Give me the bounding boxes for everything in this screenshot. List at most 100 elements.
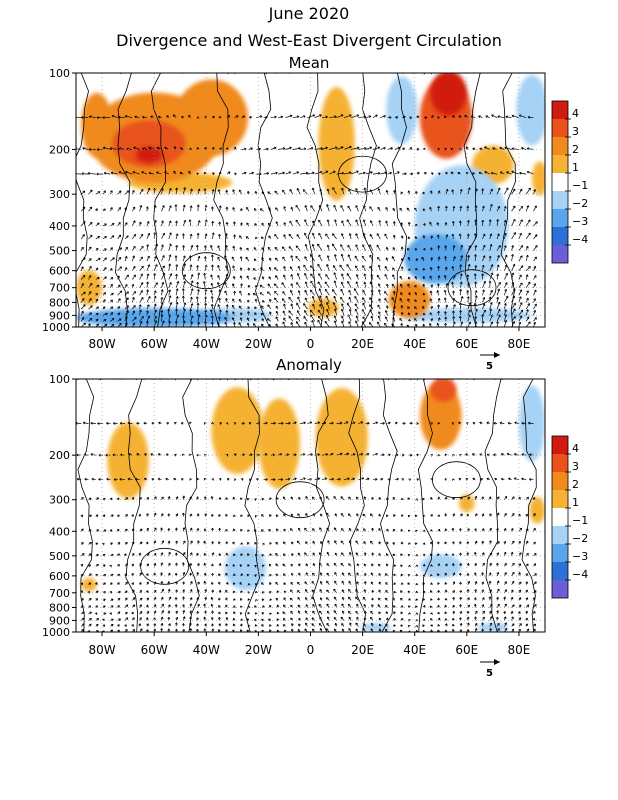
wind-vector bbox=[217, 304, 221, 310]
wind-vector bbox=[343, 172, 352, 175]
wind-vector-head bbox=[117, 573, 120, 577]
wind-vector bbox=[190, 274, 194, 280]
wind-vector-head bbox=[197, 220, 201, 223]
wind-vector-head bbox=[415, 191, 418, 194]
wind-vector bbox=[533, 275, 537, 280]
wind-vector-head bbox=[124, 256, 128, 259]
wind-vector bbox=[175, 296, 178, 303]
wind-vector-head bbox=[212, 379, 214, 381]
wind-vector-head bbox=[240, 208, 243, 211]
wind-vector-head bbox=[102, 306, 106, 309]
wind-vector-head bbox=[355, 622, 359, 626]
wind-vector-head bbox=[239, 317, 243, 320]
wind-vector bbox=[489, 314, 493, 322]
wind-vector-head bbox=[232, 496, 236, 500]
wind-vector-head bbox=[145, 310, 149, 313]
wind-vector-head bbox=[304, 321, 307, 325]
wind-vector-head bbox=[444, 222, 448, 225]
wind-vector-head bbox=[182, 572, 186, 575]
wind-vector-head bbox=[244, 147, 247, 151]
wind-vector-head bbox=[444, 453, 448, 457]
wind-vector bbox=[511, 572, 515, 577]
wind-vector-head bbox=[119, 266, 122, 269]
wind-vector-head bbox=[445, 304, 449, 308]
wind-vector bbox=[496, 628, 500, 632]
wind-vector bbox=[292, 171, 299, 175]
wind-vector-head bbox=[512, 321, 516, 324]
wind-vector-head bbox=[167, 309, 171, 312]
wind-vector-head bbox=[211, 221, 215, 224]
wind-vector-head bbox=[81, 283, 84, 286]
wind-vector-head bbox=[391, 256, 395, 259]
wind-vector bbox=[124, 316, 127, 322]
wind-vector-head bbox=[290, 322, 294, 325]
wind-vector bbox=[153, 320, 157, 327]
wind-vector-head bbox=[125, 590, 128, 594]
y-tick-label: 200 bbox=[49, 449, 70, 462]
wind-vector-head bbox=[188, 114, 191, 118]
wind-vector-head bbox=[459, 454, 462, 457]
wind-vector-head bbox=[288, 246, 292, 249]
wind-vector-head bbox=[332, 302, 336, 305]
wind-vector-head bbox=[392, 221, 396, 224]
wind-vector-head bbox=[218, 605, 221, 608]
wind-vector-head bbox=[146, 244, 150, 247]
wind-vector-head bbox=[81, 553, 85, 556]
wind-vector-head bbox=[371, 527, 375, 531]
streamfunction-contour bbox=[76, 73, 89, 327]
wind-vector-head bbox=[254, 191, 258, 194]
wind-vector-head bbox=[368, 322, 372, 325]
wind-vector-head bbox=[304, 272, 307, 276]
wind-vector-head bbox=[303, 421, 306, 425]
wind-vector-head bbox=[525, 513, 529, 517]
wind-vector-head bbox=[246, 222, 249, 226]
wind-vector-head bbox=[297, 265, 301, 269]
wind-vector-head bbox=[260, 312, 264, 316]
wind-vector-head bbox=[534, 581, 537, 584]
wind-vector bbox=[377, 207, 381, 212]
wind-vector-head bbox=[511, 513, 515, 516]
wind-vector bbox=[326, 603, 330, 608]
wind-vector-head bbox=[190, 188, 193, 192]
wind-vector bbox=[139, 246, 144, 251]
y-tick-label: 500 bbox=[49, 550, 70, 563]
wind-vector bbox=[511, 171, 520, 175]
wind-vector-head bbox=[429, 221, 432, 225]
wind-vector-head bbox=[88, 147, 91, 151]
wind-vector-head bbox=[189, 589, 193, 592]
colorbar-swatch bbox=[552, 173, 568, 191]
wind-vector bbox=[161, 205, 165, 212]
wind-vector-head bbox=[511, 616, 514, 620]
wind-vector bbox=[81, 173, 89, 175]
wind-vector-head bbox=[261, 612, 265, 615]
wind-vector-head bbox=[167, 604, 171, 607]
wind-vector-head bbox=[232, 617, 236, 621]
wind-vector-head bbox=[466, 573, 470, 576]
wind-vector-head bbox=[139, 309, 142, 313]
wind-vector bbox=[514, 453, 519, 456]
wind-vector bbox=[429, 221, 432, 227]
streamfunction-contour bbox=[306, 73, 325, 327]
wind-vector-head bbox=[503, 611, 507, 614]
wind-vector-head bbox=[282, 618, 286, 621]
wind-vector-head bbox=[304, 243, 308, 247]
wind-vector-head bbox=[378, 581, 382, 585]
wind-vector-head bbox=[146, 552, 150, 556]
wind-vector bbox=[139, 321, 143, 327]
wind-vector-head bbox=[496, 512, 500, 516]
wind-vector bbox=[378, 264, 381, 271]
wind-vector-head bbox=[444, 256, 447, 259]
wind-vector-head bbox=[488, 496, 492, 499]
wind-vector bbox=[478, 115, 483, 119]
wind-vector-head bbox=[257, 421, 261, 425]
wind-vector-head bbox=[504, 146, 507, 150]
wind-vector bbox=[305, 297, 308, 303]
wind-vector-head bbox=[204, 302, 208, 306]
wind-vector-head bbox=[268, 235, 271, 239]
wind-vector bbox=[297, 273, 301, 280]
wind-vector-head bbox=[397, 146, 401, 150]
wind-vector-head bbox=[240, 283, 244, 286]
wind-vector-head bbox=[105, 312, 108, 316]
wind-vector bbox=[334, 320, 337, 327]
streamfunction-contour bbox=[417, 379, 434, 632]
